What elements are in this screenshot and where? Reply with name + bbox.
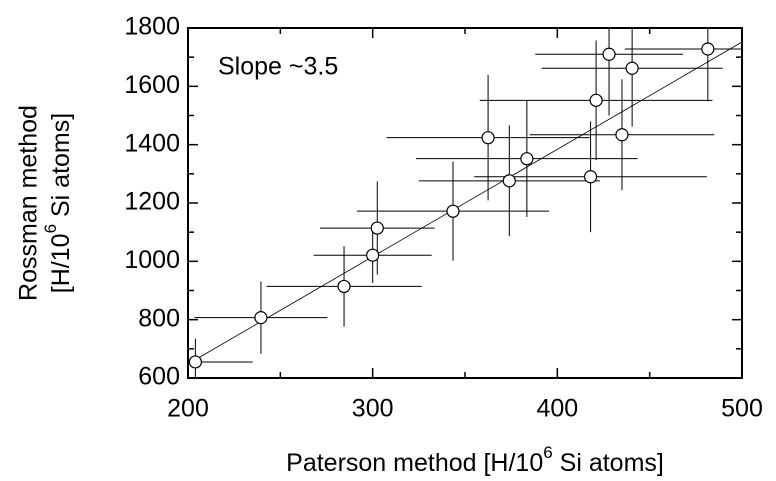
plot-frame <box>187 27 743 379</box>
plot <box>188 28 742 378</box>
x-label-part: Paterson method [H/10 <box>286 449 543 477</box>
x-tick-label: 200 <box>167 395 209 423</box>
point <box>589 93 603 107</box>
y-tick-label: 1800 <box>124 13 180 41</box>
y-tick-label: 1000 <box>124 246 180 274</box>
x-tick-label: 400 <box>536 395 578 423</box>
annotation: Slope ~3.5 <box>218 53 338 81</box>
point <box>701 42 715 56</box>
y-label-line: Rossman method <box>15 105 43 301</box>
point <box>502 174 516 188</box>
point <box>188 355 202 369</box>
x-tick-label: 300 <box>352 395 394 423</box>
y-label-part: [H/10 <box>47 233 75 293</box>
point <box>583 170 598 184</box>
point <box>615 128 629 142</box>
point <box>481 131 495 145</box>
x-axis-label: Paterson method [H/106 Si atoms] <box>286 443 664 476</box>
x-label-part: Si atoms] <box>553 449 664 477</box>
y-axis-label: Rossman method [H/106 Si atoms] <box>15 105 75 301</box>
point <box>337 279 351 294</box>
y-tick-label: 1600 <box>124 71 180 99</box>
x-label-sup: 6 <box>543 443 552 462</box>
point <box>446 204 460 218</box>
y-label-line: [H/106 Si atoms] <box>41 113 74 293</box>
y-tick-label: 600 <box>138 363 180 391</box>
y-tick-label: 800 <box>138 304 180 332</box>
point <box>520 152 534 166</box>
y-tick-label: 1200 <box>124 188 180 216</box>
y-tick-label: 1400 <box>124 129 180 157</box>
point <box>370 221 384 235</box>
point <box>625 61 639 75</box>
y-label-sup: 6 <box>41 224 60 233</box>
point <box>254 311 268 325</box>
y-label-part: Si atoms] <box>47 113 75 224</box>
point <box>602 47 616 61</box>
point <box>366 248 380 262</box>
x-tick-label: 500 <box>721 395 763 423</box>
fit-line <box>188 41 742 365</box>
